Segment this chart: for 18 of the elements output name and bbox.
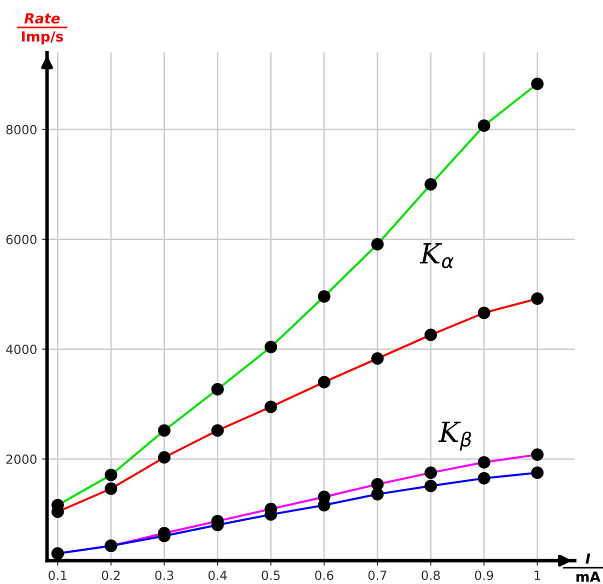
annotation: K$_{β}$ [438,422,471,451]
x-tick-label: 1 [534,570,540,580]
x-axis-title: I mA [576,553,600,582]
x-tick-label: 0.4 [208,570,227,580]
x-tick-label: 0.3 [155,570,174,580]
x-tick-label: 0.9 [474,570,494,580]
x-tick-label: 0.6 [315,570,334,580]
x-tick-label: 0.2 [102,570,120,580]
y-tick-label: 2000 [6,454,36,464]
y-tick-label: 6000 [6,234,36,244]
y-tick-label: 4000 [6,344,36,354]
x-tick-label: 0.1 [48,570,66,580]
annotation: K$_{α}$ [420,243,454,268]
y-tick-label: 8000 [6,124,36,134]
x-tick-label: 0.7 [368,570,386,580]
y-axis-title: Rate Imp/s [22,13,64,44]
x-tick-label: 0.8 [422,570,440,580]
x-tick-label: 0.5 [262,570,280,580]
